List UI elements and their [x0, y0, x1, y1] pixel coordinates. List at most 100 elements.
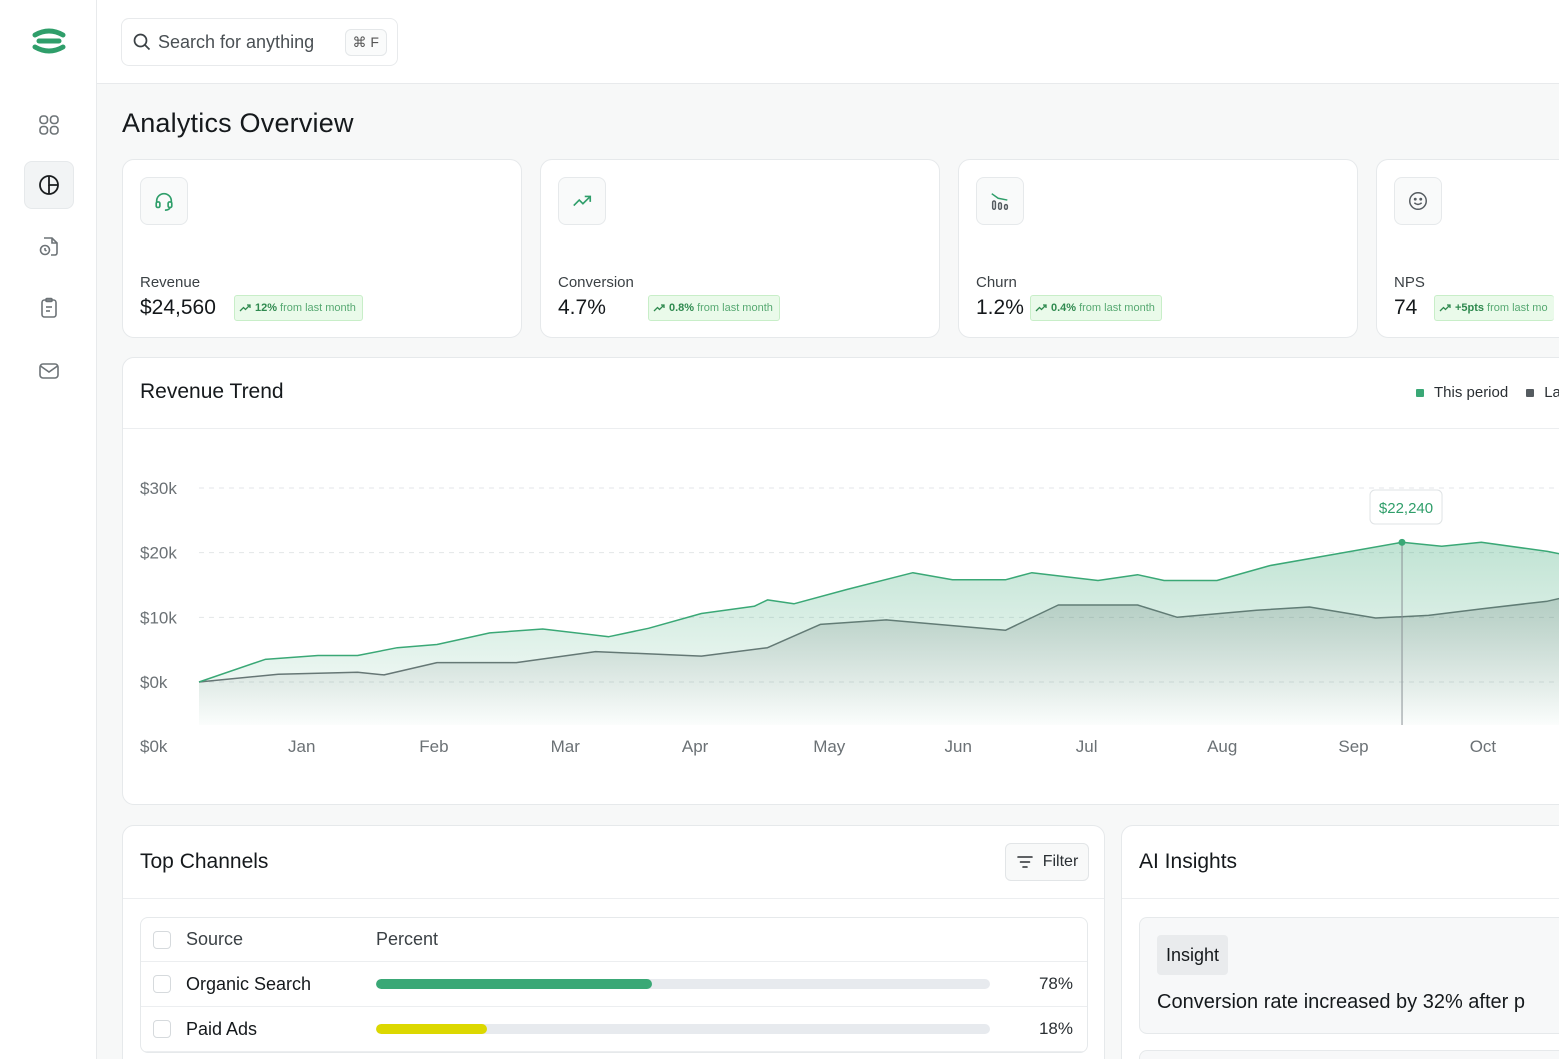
row-checkbox[interactable] [153, 975, 171, 993]
sidebar-item-tasks[interactable] [24, 284, 74, 332]
kpi-change-suffix: from last month [697, 302, 773, 314]
kpi-change-suffix: from last month [280, 302, 356, 314]
legend-label: La [1544, 384, 1559, 401]
table-row[interactable]: Organic Search 78% [141, 962, 1087, 1007]
percent-bar-fill [376, 1024, 487, 1034]
series-line-this-period [198, 541, 1559, 683]
top-bar: Search for anything ⌘ F [97, 0, 1559, 84]
percent-bar-track [376, 1024, 990, 1034]
y-tick-label: $0k [140, 673, 168, 692]
mail-icon [39, 363, 59, 379]
trend-up-icon [239, 304, 251, 312]
legend-item-last-period[interactable]: La [1526, 384, 1559, 401]
x-tick-label: Jun [945, 737, 972, 756]
card-title: Top Channels [140, 850, 269, 873]
percent-bar-track [376, 979, 990, 989]
legend-label: This period [1434, 384, 1509, 401]
kpi-icon-box [976, 177, 1024, 225]
kpi-icon-box [140, 177, 188, 225]
clipboard-icon [41, 297, 57, 318]
kpi-card-conversion[interactable]: Conversion 4.7% 0.8% from last month [540, 159, 940, 338]
kpi-change-value: 0.4% [1051, 302, 1077, 314]
tooltip-box [1369, 489, 1443, 525]
kpi-change-badge: +5pts from last mo [1434, 295, 1554, 321]
tooltip-value: $22,240 [1379, 500, 1433, 517]
kpi-value: 1.2% [976, 296, 1024, 319]
row-percent: 18% [1038, 1019, 1073, 1038]
insight-item[interactable]: Insight Conversion rate increased by 32%… [1139, 917, 1559, 1034]
insight-item[interactable] [1139, 1050, 1559, 1059]
sidebar-item-reports[interactable] [24, 222, 74, 270]
sidebar [0, 0, 97, 1059]
row-source: Paid Ads [186, 1018, 258, 1039]
revenue-trend-chart[interactable]: $30k $20k $10k $0k $0k Jan Feb Mar Apr May Jun Jul A… [123, 430, 1559, 800]
bar-chart-down-icon [991, 193, 1009, 210]
legend-swatch [1526, 388, 1535, 397]
column-header-source[interactable]: Source [186, 929, 244, 949]
kpi-change-value: 0.8% [669, 302, 695, 314]
legend-item-this-period[interactable]: This period [1416, 384, 1508, 401]
kpi-card-nps[interactable]: NPS 74 +5pts from last mo [1376, 159, 1559, 338]
card-header: Revenue Trend This period La [123, 358, 1559, 429]
sidebar-item-dashboard[interactable] [24, 101, 74, 149]
card-title: Revenue Trend [140, 380, 284, 403]
select-all-checkbox[interactable] [153, 930, 171, 949]
search-input[interactable]: Search for anything ⌘ F [121, 18, 398, 66]
x-tick-label: Jan [288, 737, 315, 756]
x-tick-label: Jul [1076, 737, 1098, 756]
kpi-value: 74 [1394, 296, 1418, 319]
page-title: Analytics Overview [122, 108, 354, 138]
card-header: AI Insights [1122, 826, 1559, 899]
kpi-value: 4.7% [558, 296, 606, 319]
kpi-label: Conversion [558, 274, 634, 291]
card-title: AI Insights [1139, 850, 1238, 873]
brand-logo[interactable] [32, 28, 66, 54]
filter-button[interactable]: Filter [1005, 843, 1089, 881]
kpi-change-badge: 12% from last month [234, 295, 363, 321]
y-tick-label: $10k [140, 608, 177, 627]
sidebar-item-messages[interactable] [24, 347, 74, 395]
series-area-this-period [199, 542, 1559, 725]
x-tick-label: Feb [419, 737, 448, 756]
kpi-change-badge: 0.8% from last month [648, 295, 780, 321]
x-tick-label: May [813, 737, 846, 756]
column-header-percent[interactable]: Percent [376, 929, 439, 949]
kpi-label: NPS [1394, 274, 1425, 291]
filter-icon [1016, 856, 1033, 868]
row-source: Organic Search [186, 973, 312, 994]
legend-swatch [1416, 388, 1424, 397]
chart-legend: This period La [1416, 384, 1559, 401]
card-header: Top Channels Filter [123, 826, 1104, 899]
insight-tag: Insight [1157, 935, 1229, 975]
top-channels-card: Top Channels Filter Source Percent Organ… [122, 825, 1105, 1059]
kpi-value: $24,560 [140, 296, 216, 319]
trend-up-icon [653, 304, 665, 312]
trend-up-icon [1439, 304, 1451, 312]
kpi-card-revenue[interactable]: Revenue $24,560 12% from last month [122, 159, 522, 338]
sidebar-item-analytics[interactable] [24, 161, 74, 209]
kpi-change-value: 12% [255, 302, 278, 314]
x-tick-label: Mar [551, 737, 581, 756]
x-tick-label: Oct [1470, 737, 1497, 756]
document-clock-icon [39, 237, 58, 256]
search-shortcut: ⌘ F [344, 28, 387, 56]
grid-icon [39, 115, 59, 135]
percent-bar-fill [376, 979, 653, 989]
row-checkbox[interactable] [153, 1020, 171, 1038]
kpi-card-churn[interactable]: Churn 1.2% 0.4% from last month [958, 159, 1358, 338]
smile-icon [1409, 192, 1427, 210]
kpi-change-suffix: from last mo [1487, 302, 1548, 314]
kpi-label: Churn [976, 274, 1017, 291]
channels-table: Source Percent Organic Search 78% Paid A… [140, 917, 1088, 1053]
filter-label: Filter [1042, 853, 1079, 870]
table-row[interactable]: Paid Ads 18% [141, 1007, 1087, 1052]
trend-up-icon [1035, 304, 1047, 312]
kpi-change-badge: 0.4% from last month [1030, 295, 1162, 321]
hover-point [1398, 538, 1406, 546]
x-tick-label: $0k [140, 737, 168, 756]
kpi-change-value: +5pts [1455, 302, 1485, 314]
x-tick-label: Sep [1338, 737, 1368, 756]
headset-icon [155, 192, 173, 211]
trending-up-icon [573, 195, 592, 207]
table-header-row: Source Percent [141, 918, 1087, 962]
